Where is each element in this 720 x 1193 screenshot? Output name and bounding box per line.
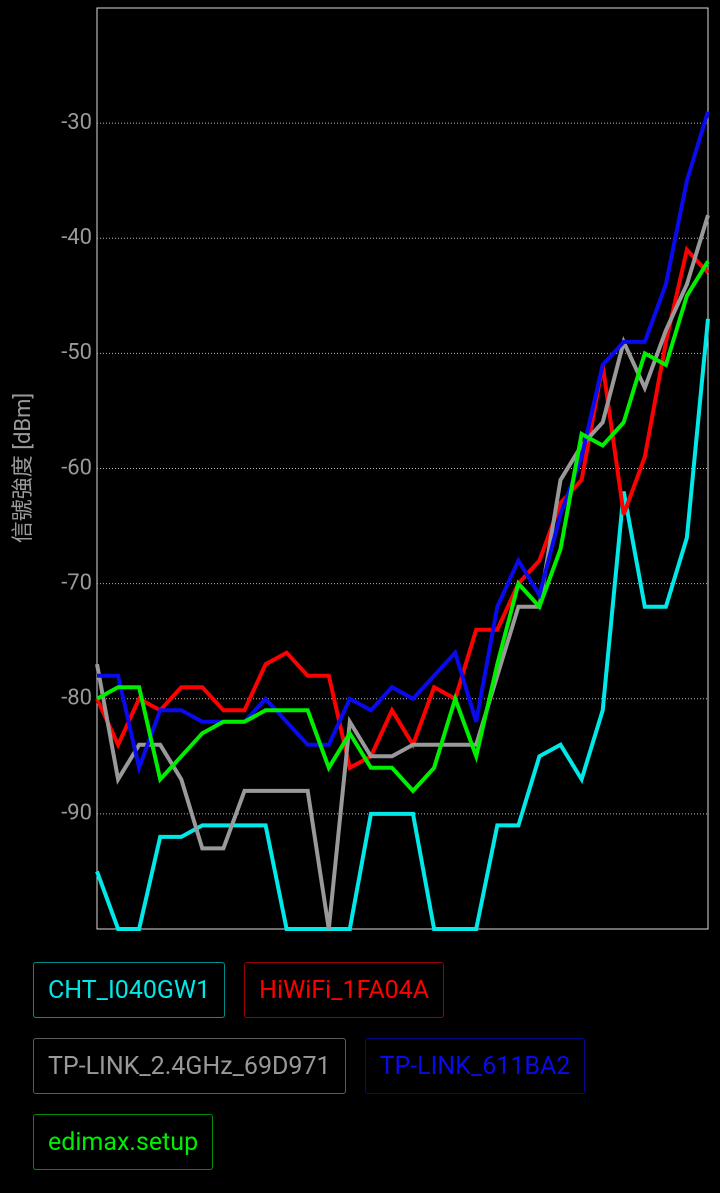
legend: CHT_I040GW1 HiWiFi_1FA04A TP-LINK_2.4GHz_6… <box>33 962 713 1170</box>
y-tick-label: -40 <box>61 225 92 250</box>
y-tick-label: -70 <box>61 570 92 595</box>
series-line <box>97 111 710 775</box>
legend-button[interactable]: edimax.setup <box>33 1114 214 1170</box>
legend-button[interactable]: HiWiFi_1FA04A <box>244 962 445 1018</box>
chart: 信號強度 [dBm] -90 -80 -70 -60 -50 -40 -30 <box>11 7 710 931</box>
y-tick-label: -50 <box>61 340 92 365</box>
series-line <box>95 318 710 931</box>
series-line <box>96 260 710 794</box>
legend-button[interactable]: CHT_I040GW1 <box>33 962 226 1018</box>
y-axis-label: 信號強度 [dBm] <box>11 393 36 544</box>
series-line <box>95 214 710 930</box>
plot-area <box>96 7 709 930</box>
y-tick-label: -30 <box>61 110 92 135</box>
y-tick-label: -90 <box>61 801 92 826</box>
series-line <box>95 245 710 771</box>
y-tick-label: -60 <box>61 455 92 480</box>
y-tick-label: -80 <box>61 686 92 711</box>
legend-button[interactable]: TP-LINK_611BA2 <box>364 1038 586 1094</box>
legend-button[interactable]: TP-LINK_2.4GHz_69D971 <box>33 1038 346 1094</box>
